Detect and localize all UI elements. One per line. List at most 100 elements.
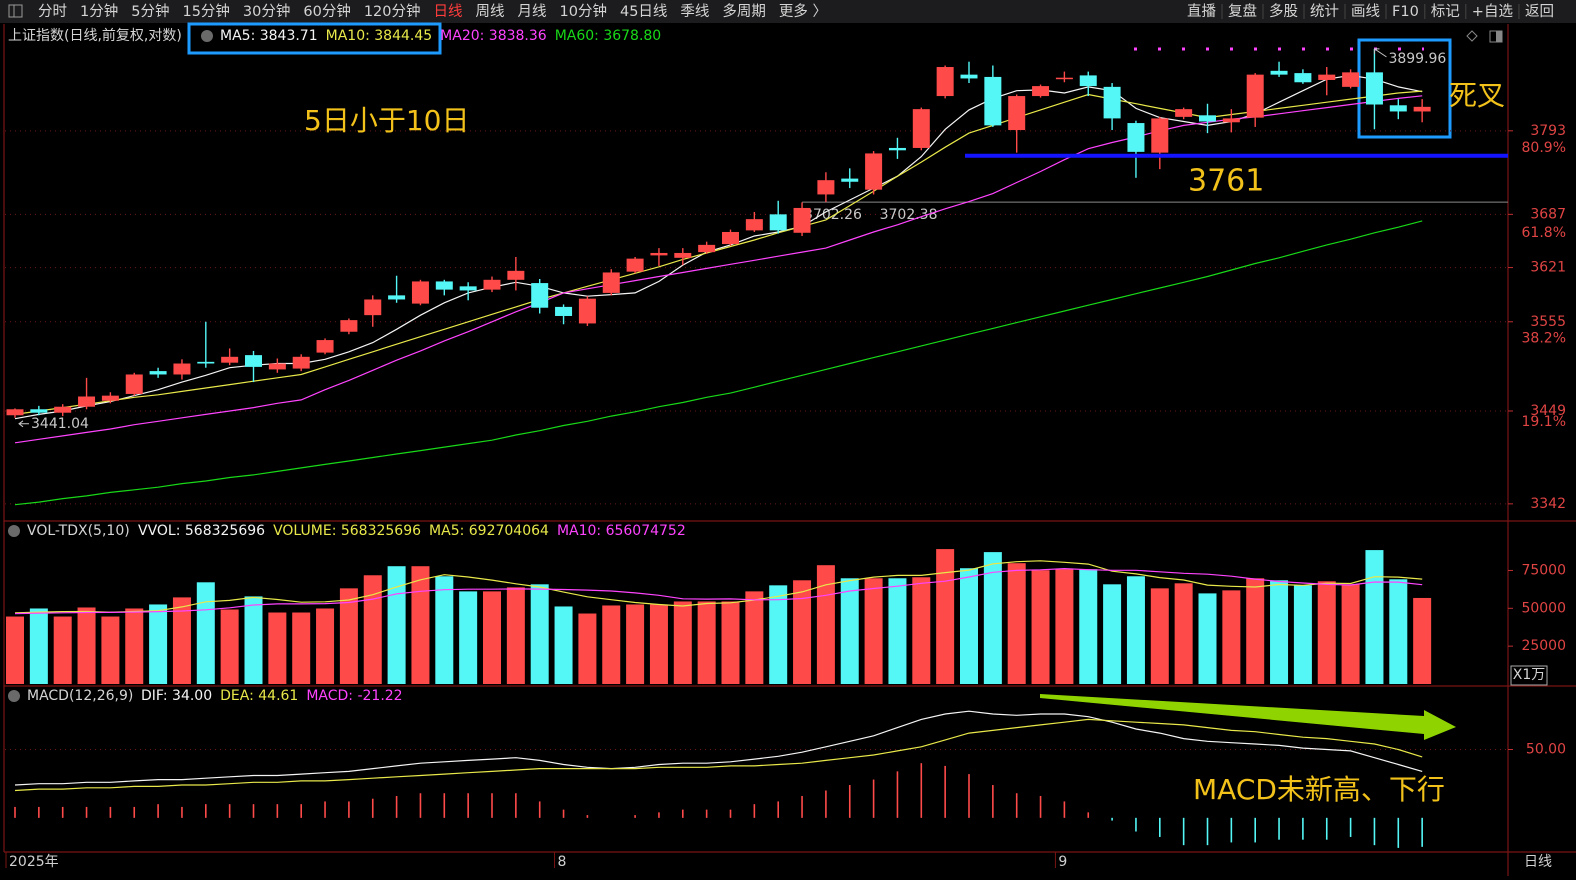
volume-bar [554, 606, 573, 684]
volume-bar [840, 578, 859, 684]
candle-body [936, 67, 954, 97]
candle-body [388, 295, 406, 300]
chart-title: 上证指数(日线,前复权,对数) [8, 27, 182, 44]
volume-bar [77, 607, 96, 684]
toolbar-item[interactable]: 画线 [1351, 3, 1380, 20]
volume-bar [220, 609, 239, 684]
toolbar-item[interactable]: 更多 〉 [779, 3, 827, 20]
chart-title: VOL-TDX(5,10) [27, 523, 130, 539]
toolbar-icon[interactable] [8, 4, 23, 18]
legend-item: MA60: 3678.80 [555, 28, 662, 44]
legend-item: VVOL: 568325696 [138, 523, 265, 539]
legend-item: MA20: 3838.36 [440, 28, 547, 44]
annotation: MACD未新高、下行 [1193, 773, 1445, 806]
volume-bar [339, 588, 358, 684]
toolbar-item[interactable]: 5分钟 [131, 3, 169, 20]
toolbar-item[interactable]: 30分钟 [243, 3, 290, 20]
toolbar-item[interactable]: 直播 [1187, 3, 1216, 20]
toolbar-item[interactable]: 标记 [1431, 3, 1460, 20]
toolbar-item[interactable]: 分时 [38, 3, 67, 20]
highlight-box [187, 22, 442, 55]
toolbar-item[interactable]: 月线 [518, 3, 547, 20]
volume-bar [602, 605, 621, 684]
line-series [14, 710, 1423, 786]
volume-bar [1126, 576, 1145, 684]
legend-item: VOLUME: 568325696 [273, 523, 421, 539]
y-tick-label: 75000 [1521, 562, 1566, 578]
candle-body [197, 361, 215, 364]
high-arrow [1373, 48, 1387, 58]
candle-body [435, 281, 453, 290]
y-tick-label: 50.00 [1526, 742, 1566, 758]
high-marker: 3899.96 [1388, 51, 1446, 67]
candle-body [1318, 74, 1336, 80]
volume-bar [459, 591, 478, 684]
volume-bar [721, 601, 740, 684]
candle-body [1270, 70, 1288, 75]
candle-body [1103, 86, 1121, 119]
candle-body [1079, 75, 1097, 87]
ratio-tick-label: 80.9% [1522, 140, 1566, 156]
toolbar-item[interactable]: 10分钟 [560, 3, 607, 20]
candle-body [745, 219, 763, 231]
candle-body [602, 272, 620, 293]
legend-icon[interactable] [8, 690, 20, 702]
ratio-tick-label: 38.2% [1522, 330, 1566, 346]
candle-body [364, 299, 382, 316]
volume-bar [626, 604, 645, 684]
legend-item: DEA: 44.61 [220, 688, 298, 704]
line-series [14, 560, 1423, 614]
candle-body [960, 74, 978, 79]
volume-bar [1293, 585, 1312, 684]
candle-body [245, 355, 262, 367]
candle-body [1365, 72, 1383, 105]
toolbar-item[interactable]: 多股 [1269, 3, 1298, 20]
candle-body [841, 178, 859, 182]
trend-arrow [1040, 694, 1456, 740]
unit-box [1510, 665, 1548, 686]
volume-bar [983, 552, 1002, 684]
volume-bar [936, 549, 955, 684]
legend-icon[interactable] [201, 30, 213, 42]
period-label: 日线 [1524, 854, 1552, 870]
y-tick-label: 3621 [1530, 260, 1566, 276]
candle-body [292, 356, 310, 369]
toolbar-item[interactable]: 统计 [1310, 3, 1339, 20]
legend-icon[interactable] [8, 525, 20, 537]
volume-bar [769, 585, 788, 684]
toolbar-item[interactable]: F10 [1392, 4, 1419, 20]
line-series [14, 718, 1423, 792]
toolbar-item[interactable]: 1分钟 [80, 3, 118, 20]
toolbar-item[interactable]: 周线 [476, 3, 505, 20]
volume-bar [673, 601, 692, 684]
volume-bar [387, 566, 406, 684]
x-tick-label: 9 [1058, 854, 1067, 870]
candle-body [1175, 109, 1193, 117]
candle-body [221, 356, 239, 363]
y-tick-label: 3687 [1530, 206, 1566, 222]
toolbar-item[interactable]: 120分钟 [364, 3, 421, 20]
volume-bar [816, 565, 835, 684]
toolbar-item[interactable]: +自选 [1472, 3, 1513, 20]
volume-bar [363, 575, 382, 684]
toolbar-item[interactable]: 复盘 [1228, 2, 1257, 20]
icon-diamond[interactable] [1466, 30, 1478, 42]
line-series [14, 95, 1423, 444]
toolbar-item[interactable]: 45日线 [620, 3, 667, 20]
legend-item: MA10: 656074752 [557, 523, 686, 539]
toolbar-item[interactable]: 15分钟 [182, 3, 229, 20]
candle-body [1342, 72, 1360, 87]
ratio-tick-label: 61.8% [1522, 225, 1566, 241]
volume-bar [1365, 550, 1384, 684]
toolbar-item[interactable]: 60分钟 [303, 3, 350, 20]
volume-bar [1270, 580, 1289, 684]
volume-bar [316, 608, 335, 684]
volume-bar [1055, 569, 1074, 684]
toolbar-item[interactable]: 日线 [434, 3, 463, 20]
toolbar-item[interactable]: 返回 [1525, 3, 1554, 20]
candle-body [984, 76, 1002, 126]
toolbar-item[interactable]: 季线 [680, 3, 709, 20]
candle-body [1151, 118, 1169, 153]
toolbar-item[interactable]: 多周期 [722, 3, 766, 20]
